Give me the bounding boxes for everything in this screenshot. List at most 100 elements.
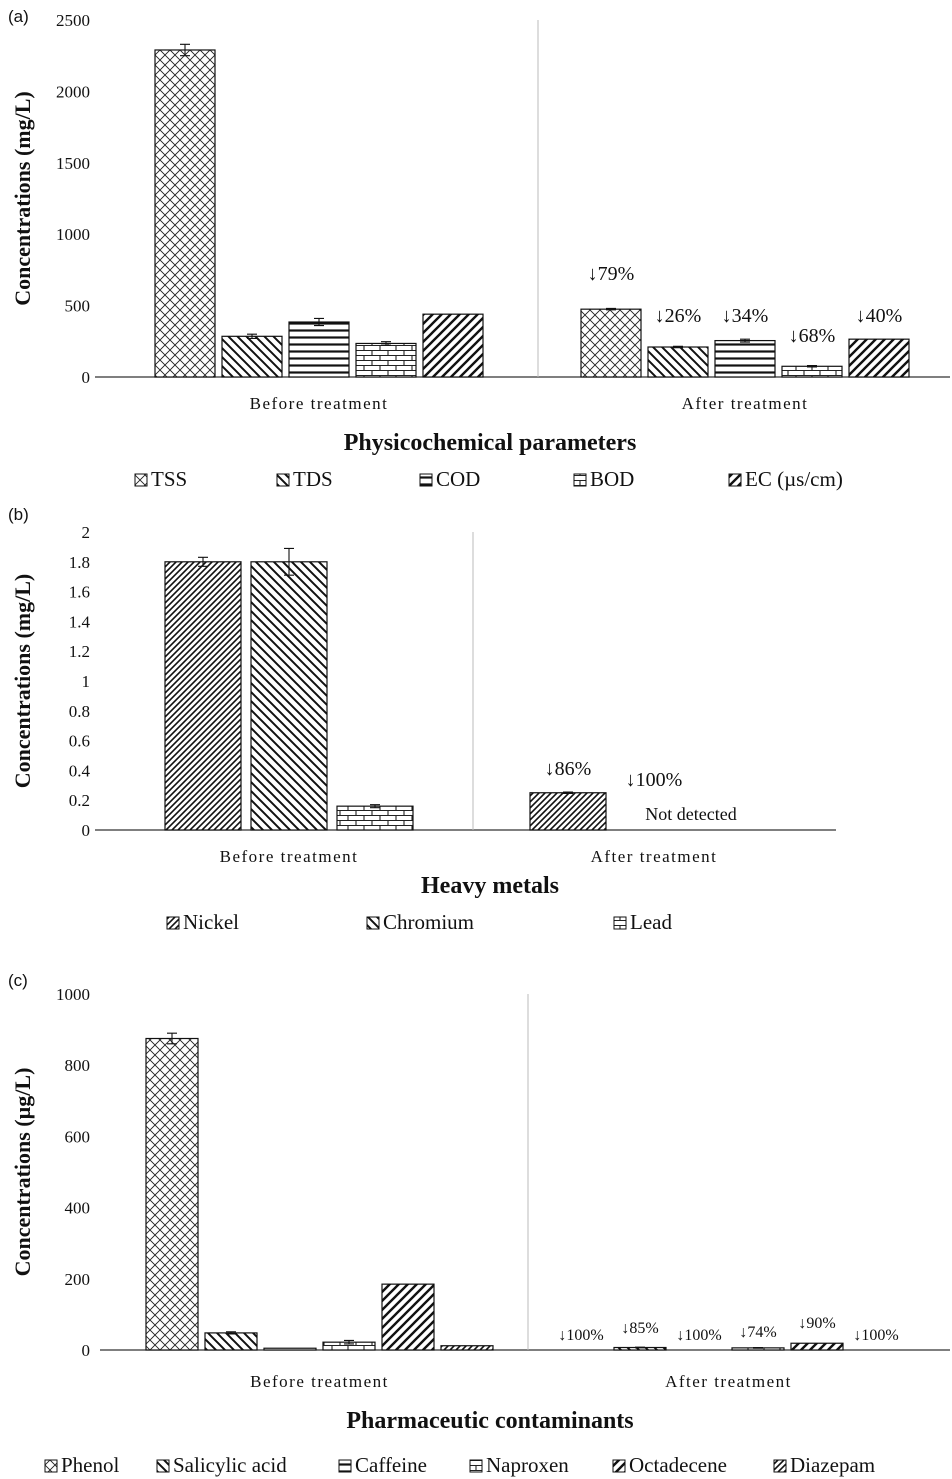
reduction-annotation: ↓74% <box>739 1324 776 1341</box>
error-bar <box>381 341 391 346</box>
bar-octadecene-after <box>790 1342 844 1351</box>
bar-octadecene-before <box>381 1283 435 1351</box>
legend-swatch <box>156 1459 170 1473</box>
reduction-annotation: ↓90% <box>798 1315 835 1332</box>
legend-swatch <box>773 1459 787 1473</box>
error-bar <box>740 338 750 343</box>
bar-cod-after <box>714 339 776 378</box>
x-category-label: Before treatment <box>220 847 359 866</box>
legend-label: EC (µs/cm) <box>745 467 843 491</box>
error-bar <box>314 317 324 327</box>
bar-lead-before <box>336 805 414 831</box>
y-tick-label: 0.6 <box>69 732 90 751</box>
error-bar <box>606 307 616 311</box>
y-tick-label: 1.8 <box>69 553 90 572</box>
legend-label: TDS <box>293 467 333 491</box>
bar-tss-after <box>580 308 642 378</box>
reduction-annotation: ↓86% <box>545 758 592 780</box>
y-axis-title: Concentrations (µg/L) <box>10 1068 35 1277</box>
bar-nickel-before <box>164 561 242 831</box>
legend-label: Chromium <box>383 910 474 934</box>
panel-label: (b) <box>8 505 29 524</box>
legend-swatch <box>338 1459 352 1473</box>
bar-ec-s-cm--after <box>848 338 910 378</box>
bar-tss-before <box>154 49 216 378</box>
error-bar <box>247 333 257 339</box>
legend-label: Caffeine <box>355 1453 427 1477</box>
error-bar <box>344 1339 354 1345</box>
error-bar <box>673 345 683 349</box>
legend-label: Octadecene <box>629 1453 727 1477</box>
y-tick-label: 0 <box>82 368 91 387</box>
y-tick-label: 1 <box>82 672 91 691</box>
legend-label: Diazepam <box>790 1453 875 1477</box>
y-axis-title: Concentrations (mg/L) <box>10 574 35 788</box>
legend-label: COD <box>436 467 480 491</box>
legend-swatch <box>166 916 180 930</box>
legend-label: BOD <box>590 467 634 491</box>
legend-label: TSS <box>151 467 187 491</box>
x-category-label: After treatment <box>682 394 809 413</box>
legend-swatch <box>613 916 627 930</box>
error-bar <box>198 556 208 567</box>
legend-swatch <box>469 1459 483 1473</box>
y-tick-label: 0.8 <box>69 702 90 721</box>
legend-label: Nickel <box>183 910 239 934</box>
x-category-label: Before treatment <box>250 394 389 413</box>
y-tick-label: 400 <box>65 1199 91 1218</box>
legend-swatch <box>419 473 433 487</box>
reduction-annotation: ↓100% <box>853 1327 898 1344</box>
y-tick-label: 600 <box>65 1127 91 1146</box>
legend-label: Lead <box>630 910 672 934</box>
y-tick-label: 0 <box>82 1341 91 1360</box>
y-tick-label: 200 <box>65 1270 91 1289</box>
bar-phenol-before <box>145 1037 199 1351</box>
y-tick-label: 1.2 <box>69 642 90 661</box>
error-bar <box>370 804 380 809</box>
legend-swatch <box>573 473 587 487</box>
y-tick-label: 500 <box>65 297 91 316</box>
legend-label: Phenol <box>61 1453 120 1477</box>
chart-panel-a: (a) 0 500 1000 1500 2000 2500 Concentrations (m… <box>8 7 950 491</box>
error-bar <box>635 1346 645 1349</box>
legend-swatch <box>728 473 742 487</box>
bar-chromium-before <box>250 561 328 831</box>
error-bar <box>180 43 190 57</box>
legend-swatch <box>44 1459 58 1473</box>
legend-label: Naproxen <box>486 1453 569 1477</box>
legend-swatch <box>134 473 148 487</box>
y-tick-label: 0.2 <box>69 791 90 810</box>
panel-label: (a) <box>8 7 29 26</box>
x-category-label: After treatment <box>665 1372 792 1391</box>
y-tick-label: 0 <box>82 821 91 840</box>
y-tick-label: 2 <box>82 523 91 542</box>
y-tick-label: 1000 <box>56 225 90 244</box>
y-tick-label: 1000 <box>56 985 90 1004</box>
y-tick-label: 2500 <box>56 11 90 30</box>
bar-tds-before <box>221 335 283 378</box>
legend-swatch <box>612 1459 626 1473</box>
y-tick-label: 1.4 <box>69 612 91 631</box>
bar-bod-before <box>355 342 417 378</box>
error-bar <box>563 791 573 795</box>
chart-title: Pharmaceutic contaminants <box>346 1408 633 1434</box>
x-category-label: Before treatment <box>250 1372 389 1391</box>
bar-cod-before <box>288 321 350 378</box>
legend-swatch <box>366 916 380 930</box>
legend-swatch <box>276 473 290 487</box>
bar-caffeine-before <box>263 1347 317 1351</box>
bar-nickel-after <box>529 792 607 831</box>
reduction-annotation: ↓100% <box>626 769 683 791</box>
reduction-annotation: ↓26% <box>655 305 702 327</box>
panel-label: (c) <box>8 971 28 990</box>
y-tick-label: 0.4 <box>69 761 91 780</box>
chart-title: Heavy metals <box>421 873 559 899</box>
legend-label: Salicylic acid <box>173 1453 287 1477</box>
error-bar <box>807 365 817 368</box>
reduction-annotation: ↓40% <box>856 305 903 327</box>
reduction-annotation: ↓79% <box>588 263 635 285</box>
chart-panel-c: (c) 0 200 400 600 800 1000 Concentrations (µg/L… <box>8 971 950 1477</box>
bar-salicylic-acid-before <box>204 1332 258 1351</box>
y-axis-title: Concentrations (mg/L) <box>10 91 35 305</box>
